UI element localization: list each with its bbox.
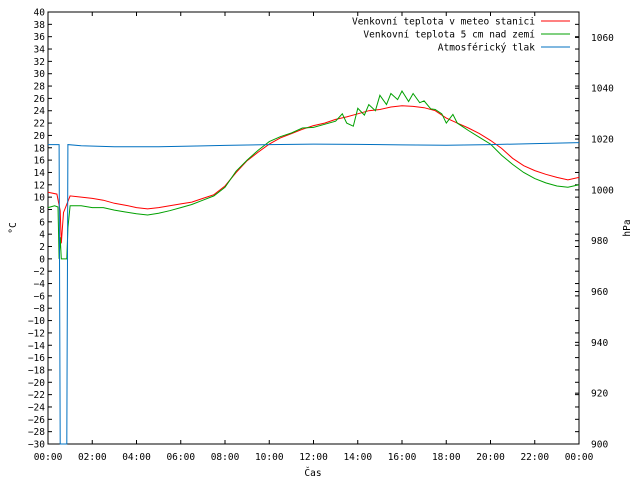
y-tick-right-label: 1060 bbox=[591, 33, 614, 44]
y-axis-label-left: °C bbox=[8, 222, 19, 233]
y-tick-right-label: 940 bbox=[591, 338, 608, 349]
y-tick-left-label: −26 bbox=[28, 415, 45, 426]
legend: Venkovní teplota v meteo stanici Venkovní… bbox=[352, 17, 570, 54]
x-tick-label: 04:00 bbox=[122, 452, 151, 463]
x-tick-label: 06:00 bbox=[166, 452, 195, 463]
y-tick-left-label: 10 bbox=[34, 193, 46, 204]
y-tick-right-label: 900 bbox=[591, 440, 608, 451]
y-tick-left-label: −8 bbox=[34, 304, 46, 315]
x-tick-label: 02:00 bbox=[78, 452, 107, 463]
y-tick-left-label: −4 bbox=[34, 279, 46, 290]
y-tick-left-label: 8 bbox=[39, 205, 45, 216]
x-tick-label: 14:00 bbox=[343, 452, 372, 463]
y-tick-left-label: −6 bbox=[34, 291, 46, 302]
y-tick-right-label: 920 bbox=[591, 389, 608, 400]
series-line-2 bbox=[47, 89, 580, 260]
y-tick-left-label: −18 bbox=[28, 365, 45, 376]
y-tick-left-label: 38 bbox=[34, 20, 46, 31]
y-tick-right-label: 1020 bbox=[591, 135, 614, 146]
x-tick-label: 00:00 bbox=[565, 452, 594, 463]
legend-label-3: Atmosférický tlak bbox=[438, 43, 536, 54]
y-tick-left-label: −28 bbox=[28, 427, 45, 438]
y-tick-left-label: −10 bbox=[28, 316, 45, 327]
y-tick-left-label: 26 bbox=[34, 94, 46, 105]
y-tick-left-label: 24 bbox=[34, 106, 46, 117]
y-tick-left-label: −12 bbox=[28, 328, 45, 339]
axes: −30−28−26−24−22−20−18−16−14−12−10−8−6−4−… bbox=[28, 8, 614, 464]
y-tick-left-label: 30 bbox=[34, 69, 46, 80]
y-tick-left-label: 12 bbox=[34, 180, 45, 191]
y-tick-left-label: 4 bbox=[39, 230, 45, 241]
y-tick-left-label: 34 bbox=[34, 45, 46, 56]
y-tick-left-label: 2 bbox=[39, 242, 45, 253]
y-tick-left-label: 32 bbox=[34, 57, 45, 68]
y-tick-left-label: −30 bbox=[28, 440, 45, 451]
y-tick-left-label: 28 bbox=[34, 82, 46, 93]
y-tick-left-label: −14 bbox=[28, 341, 45, 352]
y-tick-left-label: 6 bbox=[39, 217, 45, 228]
x-tick-label: 00:00 bbox=[34, 452, 63, 463]
series-line-3 bbox=[48, 142, 580, 445]
x-tick-label: 20:00 bbox=[476, 452, 505, 463]
y-tick-right-label: 960 bbox=[591, 287, 608, 298]
y-tick-left-label: 36 bbox=[34, 32, 46, 43]
plot-frame bbox=[47, 11, 580, 445]
x-tick-label: 22:00 bbox=[520, 452, 549, 463]
y-axis-label-right: hPa bbox=[622, 219, 633, 236]
y-tick-left-label: 0 bbox=[39, 254, 45, 265]
y-tick-left-label: 14 bbox=[34, 168, 46, 179]
legend-label-2: Venkovní teplota 5 cm nad zemí bbox=[363, 30, 535, 41]
y-tick-right-label: 980 bbox=[591, 236, 608, 247]
y-tick-left-label: 40 bbox=[34, 8, 46, 19]
x-axis-label: Čas bbox=[304, 467, 321, 479]
series-line-1 bbox=[47, 105, 580, 244]
y-tick-left-label: 22 bbox=[34, 119, 45, 130]
y-tick-right-label: 1000 bbox=[591, 185, 614, 196]
x-tick-label: 08:00 bbox=[211, 452, 240, 463]
series-layer bbox=[47, 89, 580, 445]
y-tick-left-label: −22 bbox=[28, 390, 45, 401]
y-tick-left-label: −16 bbox=[28, 353, 45, 364]
y-tick-right-label: 1040 bbox=[591, 84, 614, 95]
x-tick-label: 10:00 bbox=[255, 452, 284, 463]
x-tick-label: 16:00 bbox=[388, 452, 417, 463]
y-tick-left-label: −2 bbox=[34, 267, 45, 278]
y-tick-left-label: 18 bbox=[34, 143, 46, 154]
y-tick-left-label: 20 bbox=[34, 131, 46, 142]
x-tick-label: 12:00 bbox=[299, 452, 328, 463]
x-tick-label: 18:00 bbox=[432, 452, 461, 463]
y-tick-left-label: −24 bbox=[28, 402, 45, 413]
legend-label-1: Venkovní teplota v meteo stanici bbox=[352, 17, 535, 28]
y-tick-left-label: 16 bbox=[34, 156, 46, 167]
y-tick-left-label: −20 bbox=[28, 378, 45, 389]
